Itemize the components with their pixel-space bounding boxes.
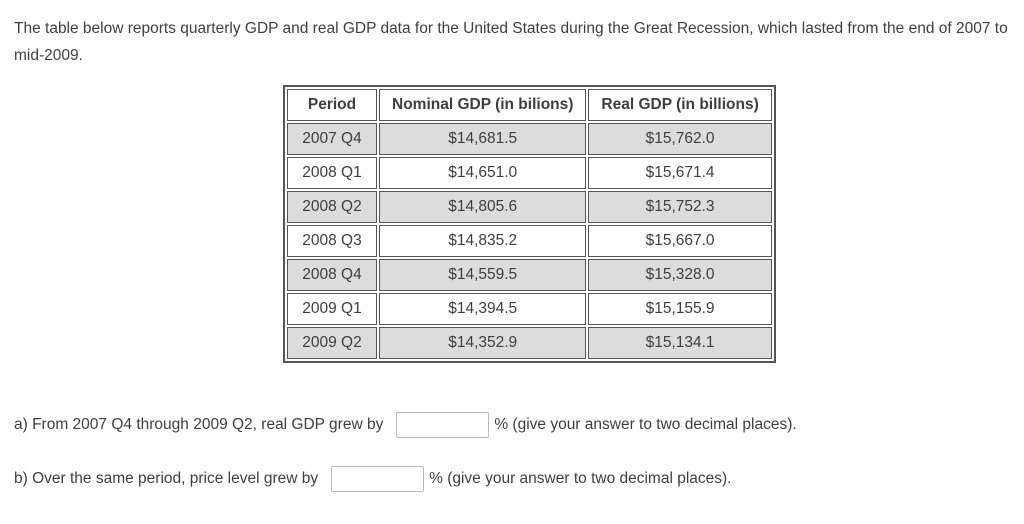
cell-real: $15,155.9 bbox=[588, 293, 772, 325]
table-row: 2008 Q1 $14,651.0 $15,671.4 bbox=[287, 157, 772, 189]
table-header-real-gdp: Real GDP (in billions) bbox=[588, 89, 772, 121]
cell-period: 2009 Q2 bbox=[287, 327, 377, 359]
cell-nominal: $14,805.6 bbox=[379, 191, 587, 223]
table-row: 2009 Q2 $14,352.9 $15,134.1 bbox=[287, 327, 772, 359]
question-a-suffix: % (give your answer to two decimal place… bbox=[494, 416, 797, 433]
table-header-row: Period Nominal GDP (in bilions) Real GDP… bbox=[287, 89, 772, 121]
cell-real: $15,671.4 bbox=[588, 157, 772, 189]
intro-text: The table below reports quarterly GDP an… bbox=[14, 20, 1008, 64]
cell-nominal: $14,559.5 bbox=[379, 259, 587, 291]
cell-nominal: $14,835.2 bbox=[379, 225, 587, 257]
cell-period: 2008 Q1 bbox=[287, 157, 377, 189]
question-b-suffix: % (give your answer to two decimal place… bbox=[429, 470, 732, 487]
cell-real: $15,762.0 bbox=[588, 123, 772, 155]
question-b: b) Over the same period, price level gre… bbox=[14, 465, 1024, 493]
question-b-answer-input[interactable] bbox=[331, 466, 425, 492]
cell-period: 2007 Q4 bbox=[287, 123, 377, 155]
question-b-text: b) Over the same period, price level gre… bbox=[14, 470, 319, 487]
cell-period: 2009 Q1 bbox=[287, 293, 377, 325]
cell-nominal: $14,394.5 bbox=[379, 293, 587, 325]
table-row: 2007 Q4 $14,681.5 $15,762.0 bbox=[287, 123, 772, 155]
table-header-period: Period bbox=[287, 89, 377, 121]
question-a: a) From 2007 Q4 through 2009 Q2, real GD… bbox=[14, 411, 1024, 439]
cell-nominal: $14,651.0 bbox=[379, 157, 587, 189]
cell-real: $15,667.0 bbox=[588, 225, 772, 257]
table-row: 2008 Q2 $14,805.6 $15,752.3 bbox=[287, 191, 772, 223]
table-row: 2009 Q1 $14,394.5 $15,155.9 bbox=[287, 293, 772, 325]
question-a-text: a) From 2007 Q4 through 2009 Q2, real GD… bbox=[14, 416, 384, 433]
table-row: 2008 Q3 $14,835.2 $15,667.0 bbox=[287, 225, 772, 257]
cell-nominal: $14,352.9 bbox=[379, 327, 587, 359]
table-header-nominal-gdp: Nominal GDP (in bilions) bbox=[379, 89, 587, 121]
cell-period: 2008 Q4 bbox=[287, 259, 377, 291]
question-a-answer-input[interactable] bbox=[396, 412, 490, 438]
cell-nominal: $14,681.5 bbox=[379, 123, 587, 155]
cell-real: $15,752.3 bbox=[588, 191, 772, 223]
cell-period: 2008 Q3 bbox=[287, 225, 377, 257]
cell-real: $15,134.1 bbox=[588, 327, 772, 359]
table-row: 2008 Q4 $14,559.5 $15,328.0 bbox=[287, 259, 772, 291]
cell-period: 2008 Q2 bbox=[287, 191, 377, 223]
gdp-table: Period Nominal GDP (in bilions) Real GDP… bbox=[283, 85, 776, 363]
cell-real: $15,328.0 bbox=[588, 259, 772, 291]
